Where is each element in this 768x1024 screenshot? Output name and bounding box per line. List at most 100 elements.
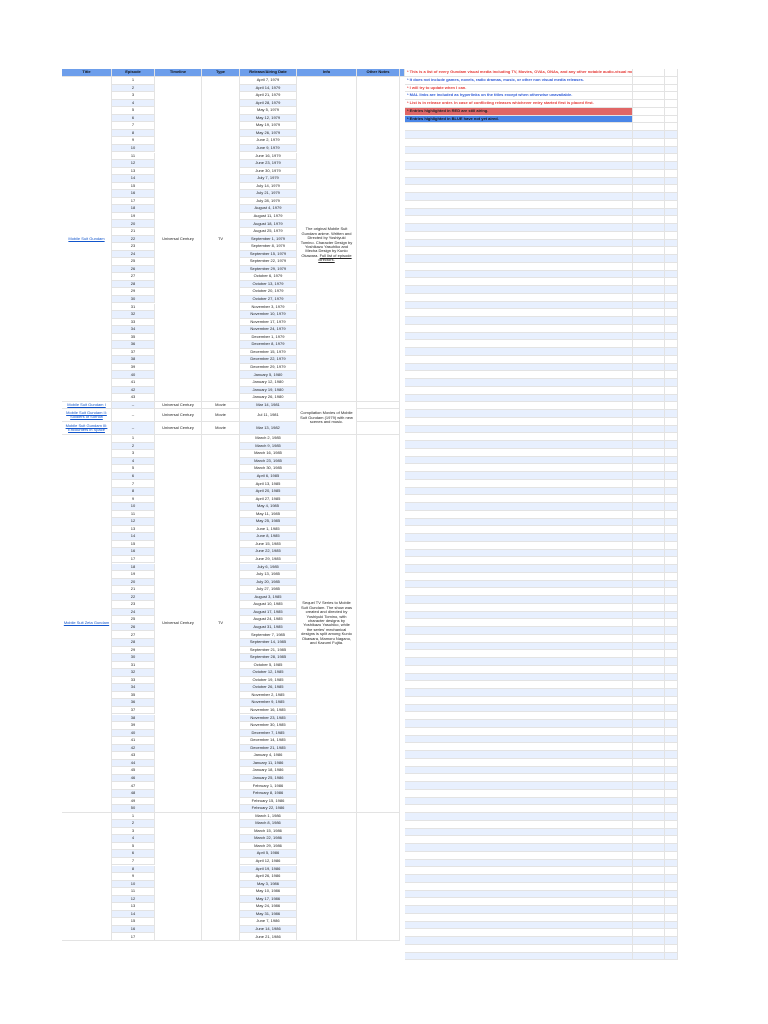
sheet-cell [633,766,665,775]
sheet-cell [665,937,678,945]
sheet-cell [633,386,665,395]
episode-number: 19 [112,571,155,579]
sheet-cell [633,712,665,720]
episode-number: 9 [112,137,155,145]
type [202,812,240,941]
notes-cell [405,123,633,131]
sheet-cell [633,619,665,627]
episode-number: 2 [112,84,155,93]
series-title-link[interactable]: Mobile Suit Gundam [68,235,105,241]
release-date: Jul 11, 1981 [240,409,297,423]
sheet-cell [665,123,678,131]
notes-cell [405,642,633,651]
sheet-cell [665,596,678,604]
sheet-cell [665,255,678,263]
sheet-cell [665,472,678,480]
episode-number: 5 [112,107,155,115]
release-date: August 10, 1985 [240,601,297,609]
sheet-cell [665,286,678,294]
episode-number: 49 [112,797,155,806]
movie-title[interactable]: Mobile Suit Gundam I [62,401,112,410]
notes-cell [405,270,633,279]
release-date: December 7, 1985 [240,729,297,738]
sheet-cell [633,720,665,728]
series-title[interactable]: Mobile Suit Zeta Gundam [62,435,112,813]
sheet-cell [633,789,665,798]
movie-title[interactable]: Mobile Suit Gundam III: Encounters in Sp… [62,422,112,436]
header-episode: Episode [112,69,155,77]
episode-number: 5 [112,465,155,473]
episode-number: 25 [112,258,155,266]
sheet-cell [665,627,678,635]
episode-number: 11 [112,510,155,519]
sheet-cell [633,727,665,736]
episode-number: 43 [112,394,155,402]
notes-cell [405,805,633,813]
notes-cell [405,913,633,922]
episode-number: 17 [112,933,155,941]
notes-cell [405,673,633,682]
release-date: July 27, 1985 [240,586,297,594]
release-date: June 21, 1986 [240,933,297,941]
notes-cell [405,572,633,581]
episode-number: 26 [112,623,155,632]
notes-cell [405,417,633,426]
sheet-cell [665,603,678,612]
sheet-cell [633,239,665,248]
sheet-cell [633,69,665,77]
sheet-cell [665,355,678,364]
sheet-cell [665,479,678,488]
notes-cell [405,921,633,930]
episode-number: 4 [112,835,155,843]
release-date: October 13, 1979 [240,280,297,289]
episode-directors-link[interactable]: Full list of episode directors. [318,252,352,263]
other-notes [357,812,400,941]
movie-title-link[interactable]: Mobile Suit Gundam I [67,401,106,407]
notes-cell [405,844,633,852]
episode-number: 23 [112,601,155,609]
movie-title-link[interactable]: Mobile Suit Gundam II: Soldiers of Sorro… [66,409,107,420]
episode-number: 29 [112,288,155,296]
notes-cell [405,348,633,356]
series-title-link[interactable]: Mobile Suit Zeta Gundam [63,620,110,626]
sheet-cell [665,224,678,232]
sheet-cell [665,402,678,410]
note-line: * List is in release order. In case of c… [405,100,633,108]
sheet-cell [665,270,678,279]
episode-number: 15 [112,540,155,549]
notes-cell [405,138,633,147]
sheet-cell [665,177,678,186]
notes-cell [405,658,633,666]
series-title[interactable]: Mobile Suit Gundam [62,77,112,402]
episode-number: 12 [112,895,155,904]
other-notes [357,401,400,410]
episode-number: 38 [112,356,155,364]
episode-number: 29 [112,646,155,655]
episode-number: 12 [112,518,155,526]
episode-number: 28 [112,280,155,289]
sheet-cell [633,743,665,751]
sheet-cell [665,921,678,930]
notes-cell [405,898,633,906]
episode-number: 30 [112,295,155,304]
sheet-cell [665,565,678,573]
sheet-cell [665,859,678,868]
sheet-cell [665,100,678,108]
timeline: Universal Century [155,409,202,423]
sheet-cell [633,231,665,240]
episode-number: 37 [112,348,155,357]
release-date: July 21, 1979 [240,190,297,198]
release-date: April 5, 1986 [240,850,297,858]
sheet-cell [665,518,678,527]
sheet-cell [665,193,678,201]
movie-title[interactable]: Mobile Suit Gundam II: Soldiers of Sorro… [62,409,112,423]
sheet-cell [665,154,678,162]
sheet-cell [665,340,678,348]
sheet-cell [633,634,665,643]
movie-title-link[interactable]: Mobile Suit Gundam III: Encounters in Sp… [65,422,108,433]
release-date: April 20, 1985 [240,488,297,496]
release-date: November 9, 1985 [240,699,297,707]
sheet-cell [633,107,665,116]
release-date: August 4, 1979 [240,205,297,213]
timeline: Universal Century [155,401,202,410]
